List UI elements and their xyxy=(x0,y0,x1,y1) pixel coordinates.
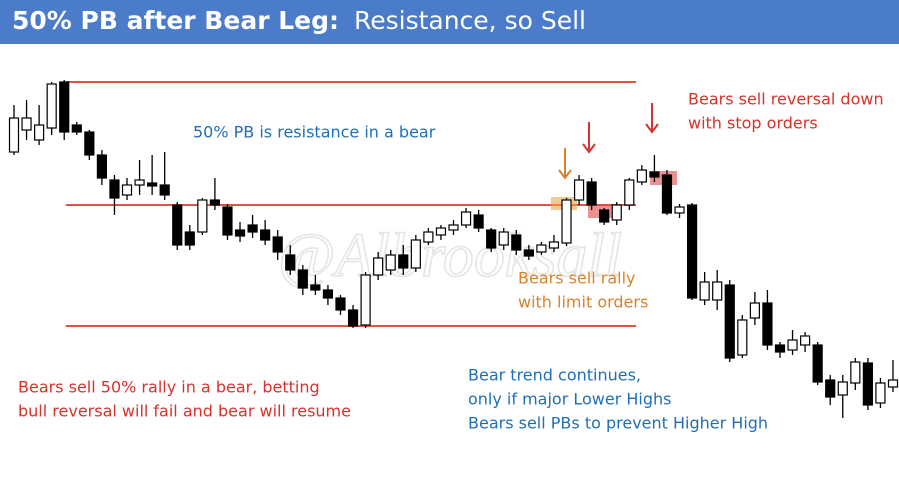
candle-body xyxy=(335,297,346,311)
candle-body xyxy=(636,169,647,183)
candle-body xyxy=(109,179,120,199)
arrows xyxy=(558,103,659,180)
candle-body xyxy=(184,231,195,246)
candle-body xyxy=(21,117,32,131)
candle-body xyxy=(599,209,610,223)
candle-body xyxy=(46,83,57,129)
candle-body xyxy=(473,214,484,229)
candle-body xyxy=(423,231,434,243)
candle-body xyxy=(209,199,221,206)
candle-body xyxy=(385,254,396,271)
annotation: Bears sell reversal down xyxy=(688,90,884,109)
annotation: with limit orders xyxy=(518,293,648,312)
candle-body xyxy=(435,227,447,236)
candle-body xyxy=(699,281,710,301)
candle-body xyxy=(649,171,660,178)
annotations: 50% PB is resistance in a bear Bears sell… xyxy=(18,90,884,433)
title-bold: 50% PB after Bear Leg: xyxy=(12,6,339,35)
candle-body xyxy=(448,224,459,231)
candle-body xyxy=(523,249,534,257)
candle-body xyxy=(59,81,70,133)
candle-body xyxy=(159,184,170,196)
candle-body xyxy=(121,184,133,196)
candle-body xyxy=(285,254,296,271)
annotation: with stop orders xyxy=(688,114,818,133)
annotation: 50% PB is resistance in a bear xyxy=(193,123,436,142)
arrow-orange xyxy=(558,148,572,180)
candle-body xyxy=(536,244,547,253)
candle-body xyxy=(674,206,685,214)
candle-body xyxy=(724,284,735,359)
candle-body xyxy=(71,124,82,133)
candles xyxy=(8,80,899,418)
candle-body xyxy=(661,174,673,214)
annotation: Bears sell 50% rally in a bear, betting xyxy=(18,378,320,397)
candle-body xyxy=(486,229,497,249)
candle-body xyxy=(862,362,873,406)
candle-body xyxy=(410,239,421,269)
candle-body xyxy=(624,179,635,206)
candle-body xyxy=(573,179,585,201)
candle-body xyxy=(511,234,522,251)
candle-body xyxy=(825,379,836,398)
candle-body xyxy=(322,289,334,299)
candle-body xyxy=(561,199,572,244)
candle-body xyxy=(96,154,108,179)
title: 50% PB after Bear Leg: Resistance, so Se… xyxy=(12,6,586,35)
candle-body xyxy=(147,182,158,187)
candle-body xyxy=(34,124,45,141)
annotation: Bear trend continues, xyxy=(468,366,641,385)
annotation: Bears sell rally xyxy=(518,269,636,288)
candle-body xyxy=(360,274,371,326)
candle-body xyxy=(247,224,258,233)
title-bar xyxy=(0,0,899,44)
candle-body xyxy=(373,257,384,276)
annotation: bull reversal will fail and bear will re… xyxy=(18,402,351,421)
candle-body xyxy=(837,381,848,396)
title-rest: Resistance, so Sell xyxy=(354,6,586,35)
candle-body xyxy=(347,309,359,327)
candle-body xyxy=(762,302,773,346)
candle-body xyxy=(875,382,886,404)
candle-body xyxy=(222,206,233,236)
candle-body xyxy=(799,335,811,346)
candle-body xyxy=(737,319,748,356)
candle-body xyxy=(887,379,899,388)
candle-body xyxy=(611,204,622,221)
candle-body xyxy=(787,339,798,351)
arrow-red xyxy=(582,122,596,154)
candle-body xyxy=(586,181,597,206)
candle-body xyxy=(398,254,409,269)
candle-body xyxy=(197,199,208,233)
candle-body xyxy=(548,241,560,249)
arrow-red xyxy=(645,103,659,134)
candle-body xyxy=(134,179,145,186)
candle-body xyxy=(686,204,698,299)
candle-body xyxy=(260,229,271,241)
candle-body xyxy=(774,344,786,353)
candle-body xyxy=(310,284,321,291)
candle-body xyxy=(812,344,823,383)
candle-body xyxy=(84,131,95,156)
candle-body xyxy=(297,269,308,289)
candle-body xyxy=(850,361,861,384)
candle-body xyxy=(172,204,183,246)
annotation: only if major Lower Highs xyxy=(468,390,672,409)
candle-body xyxy=(498,231,509,246)
annotation: Bears sell PBs to prevent Higher High xyxy=(468,414,768,433)
candle-body xyxy=(460,211,472,226)
candle-body xyxy=(749,302,760,319)
candle-body xyxy=(712,281,723,301)
candle-body xyxy=(272,236,283,253)
candle-body xyxy=(8,117,20,153)
candle-body xyxy=(234,229,246,237)
